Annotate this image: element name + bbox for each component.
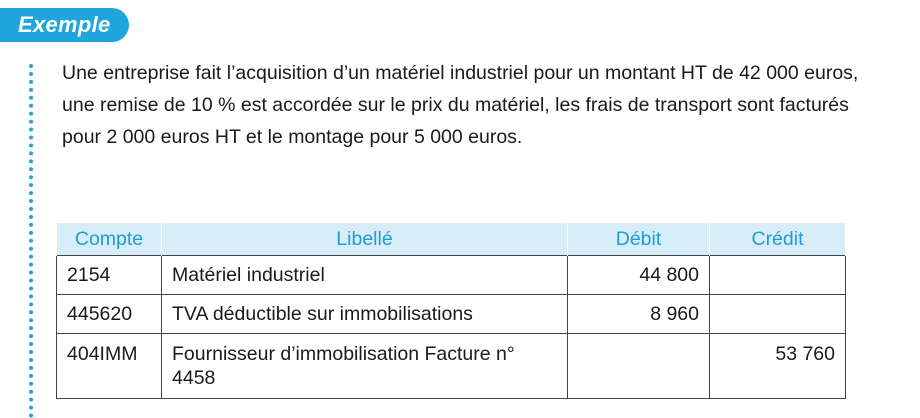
dotted-margin-rule xyxy=(29,64,33,418)
cell-libelle: Fournisseur d’immobilisation Facture n° … xyxy=(161,333,568,399)
cell-compte: 2154 xyxy=(56,255,162,295)
exemple-badge: Exemple xyxy=(0,8,129,42)
cell-debit: 44 800 xyxy=(567,255,710,295)
cell-libelle: TVA déductible sur immobilisations xyxy=(161,294,568,334)
header-libelle: Libellé xyxy=(161,223,568,256)
cell-credit: 53 760 xyxy=(709,333,846,399)
cell-credit xyxy=(709,255,846,295)
table-row: 404IMM Fournisseur d’immobilisation Fact… xyxy=(56,333,846,399)
journal-entry-table: Compte Libellé Débit Crédit 2154 Matérie… xyxy=(56,223,846,399)
cell-credit xyxy=(709,294,846,334)
table-row: 2154 Matériel industriel 44 800 xyxy=(56,255,846,295)
header-debit: Débit xyxy=(567,223,710,256)
cell-compte: 404IMM xyxy=(56,333,162,399)
table-row: 445620 TVA déductible sur immobilisation… xyxy=(56,294,846,334)
cell-compte: 445620 xyxy=(56,294,162,334)
cell-libelle: Matériel industriel xyxy=(161,255,568,295)
example-statement: Une entreprise fait l’acquisition d’un m… xyxy=(62,62,859,148)
table-header-row: Compte Libellé Débit Crédit xyxy=(56,223,846,256)
cell-debit: 8 960 xyxy=(567,294,710,334)
header-credit: Crédit xyxy=(709,223,846,256)
cell-debit xyxy=(567,333,710,399)
header-compte: Compte xyxy=(56,223,162,256)
